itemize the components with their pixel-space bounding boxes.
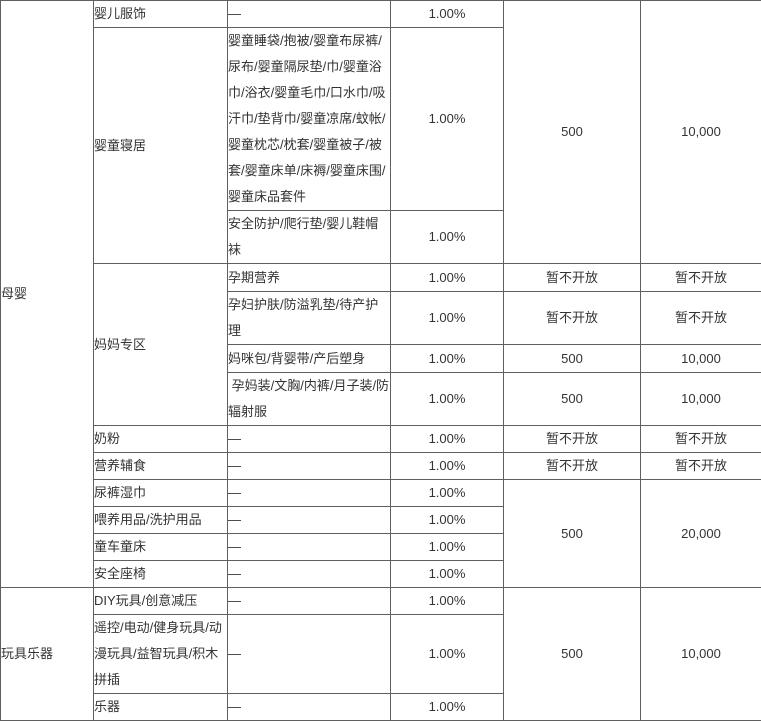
table-row: 妈咪包/背婴带/产后塑身 1.00% 500 10,000 — [1, 344, 761, 373]
table-row: 孕妇护肤/防溢乳垫/待产护理 1.00% 暂不开放 暂不开放 — [1, 291, 761, 345]
subcategory-cell: 营养辅食 — [93, 452, 228, 480]
table-row: 母婴 婴儿服饰 —1.00% 500 10,000 — [0, 0, 761, 588]
category-cell: 玩具乐器 — [0, 587, 94, 721]
rate-cell: 1.00% — [390, 344, 504, 373]
limit-cell: 10,000 — [640, 0, 761, 264]
limit-cell: 暂不开放 — [640, 263, 761, 292]
detail-cell: 婴童睡袋/抱被/婴童布尿裤/尿布/婴童隔尿垫/巾/婴童浴巾/浴衣/婴童毛巾/口水… — [227, 27, 391, 211]
subcategory-cell: 奶粉 — [93, 425, 228, 453]
detail-cell: — — [227, 0, 391, 28]
limit-cell: 暂不开放 — [640, 425, 761, 453]
limit-cell: 10,000 — [640, 344, 761, 373]
table-row: 遥控/电动/健身玩具/动漫玩具/益智玩具/积木拼插 —1.00% — [1, 614, 761, 694]
limit-cell: 10,000 — [640, 372, 761, 426]
rate-cell: 1.00% — [390, 506, 504, 534]
table-row: 妈妈专区 孕期营养 1.00% 暂不开放 暂不开放 — [1, 263, 761, 426]
limit-cell: 10,000 — [640, 587, 761, 721]
limit-cell: 暂不开放 — [640, 452, 761, 480]
rate-cell: 1.00% — [390, 533, 504, 561]
subcategory-cell: 安全座椅 — [93, 560, 228, 588]
rate-cell: 1.00% — [390, 263, 504, 292]
category-cell: 母婴 — [0, 0, 94, 588]
rate-cell: 1.00% — [390, 587, 504, 615]
limit-cell: 暂不开放 — [503, 263, 641, 292]
detail-cell: — — [227, 506, 391, 534]
subcategory-cell: DIY玩具/创意减压 — [93, 587, 228, 615]
limit-cell: 500 — [503, 0, 641, 264]
detail-cell: — — [227, 452, 391, 480]
rate-cell: 1.00% — [390, 479, 504, 507]
table-row: 乐器 —1.00% — [1, 693, 761, 721]
rate-cell: 1.00% — [390, 452, 504, 480]
detail-cell: 妈咪包/背婴带/产后塑身 — [227, 344, 391, 373]
table-row: 玩具乐器 DIY玩具/创意减压 —1.00% 500 10,000 — [0, 587, 761, 721]
limit-cell: 20,000 — [640, 479, 761, 588]
rate-cell: 1.00% — [390, 0, 504, 28]
limit-cell: 500 — [503, 479, 641, 588]
subcategory-cell: 妈妈专区 — [93, 263, 228, 426]
rate-cell: 1.00% — [390, 614, 504, 694]
table-row: 奶粉 —1.00% 暂不开放 暂不开放 — [1, 425, 761, 453]
limit-cell: 暂不开放 — [503, 452, 641, 480]
limit-cell: 500 — [503, 344, 641, 373]
table-row: 安全座椅 —1.00% — [1, 560, 761, 588]
table-row: 孕妈装/文胸/内裤/月子装/防辐射服 1.00% 500 10,000 — [1, 372, 761, 426]
detail-cell: — — [227, 479, 391, 507]
detail-cell: — — [227, 425, 391, 453]
subcategory-cell: 喂养用品/洗护用品 — [93, 506, 228, 534]
rate-cell: 1.00% — [390, 560, 504, 588]
rate-cell: 1.00% — [390, 291, 504, 345]
rate-cell: 1.00% — [390, 372, 504, 426]
rate-cell: 1.00% — [390, 425, 504, 453]
detail-cell: — — [227, 614, 391, 694]
limit-cell: 暂不开放 — [503, 425, 641, 453]
detail-cell: — — [227, 693, 391, 721]
subcategory-cell: 遥控/电动/健身玩具/动漫玩具/益智玩具/积木拼插 — [93, 614, 228, 694]
table-row: 营养辅食 —1.00% 暂不开放 暂不开放 — [1, 452, 761, 480]
limit-cell: 暂不开放 — [640, 291, 761, 345]
detail-cell: — — [227, 587, 391, 615]
limit-cell: 500 — [503, 587, 641, 721]
detail-cell: 孕妈装/文胸/内裤/月子装/防辐射服 — [227, 372, 391, 426]
detail-cell: 安全防护/爬行垫/婴儿鞋帽袜 — [227, 210, 391, 264]
subcategory-cell: 尿裤湿巾 — [93, 479, 228, 507]
limit-cell: 500 — [503, 372, 641, 426]
rate-cell: 1.00% — [390, 693, 504, 721]
subcategory-cell: 婴童寝居 — [93, 27, 228, 264]
detail-cell: 孕期营养 — [227, 263, 391, 292]
subcategory-cell: 婴儿服饰 — [93, 0, 228, 28]
subcategory-cell: 童车童床 — [93, 533, 228, 561]
rate-cell: 1.00% — [390, 27, 504, 211]
detail-cell: — — [227, 560, 391, 588]
detail-cell: 孕妇护肤/防溢乳垫/待产护理 — [227, 291, 391, 345]
detail-cell: — — [227, 533, 391, 561]
table-row: 尿裤湿巾 —1.00% 500 20,000 — [1, 479, 761, 588]
limit-cell: 暂不开放 — [503, 291, 641, 345]
table-row: 喂养用品/洗护用品 —1.00% — [1, 506, 761, 534]
subcategory-cell: 乐器 — [93, 693, 228, 721]
rate-cell: 1.00% — [390, 210, 504, 264]
